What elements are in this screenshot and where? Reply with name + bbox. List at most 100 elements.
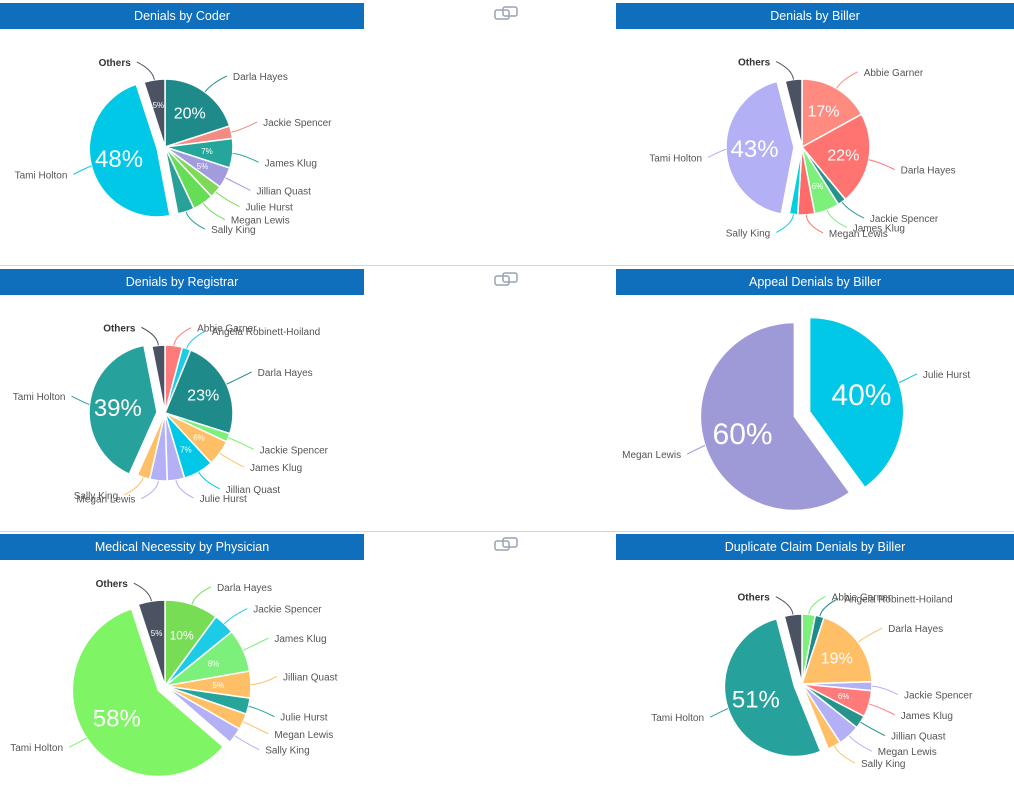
pie-slice[interactable] [163,349,234,435]
pie-slice[interactable] [71,607,225,778]
slice-name-label: Megan Lewis [878,747,937,758]
leader-line [243,637,269,651]
leader-line [248,705,275,718]
leader-line [868,703,895,716]
slice-name-label: James Klug [250,463,302,474]
slice-name-label: Tami Holton [651,713,704,724]
slice-name-label: James Klug [853,224,905,235]
leader-line [226,371,252,385]
leader-line [231,121,258,133]
slice-name-label: Julie Hurst [200,494,247,505]
pie-chart-medical-necessity-by-physician: 10% Darla Hayes Jackie Spencer 8% James Klug… [10,579,338,778]
slice-name-label: James Klug [265,158,317,169]
slice-percent-label: 8% [208,660,220,669]
pie-slice[interactable] [88,344,158,476]
slice-name-label: Tami Holton [10,743,63,754]
slice-name-label: Julie Hurst [246,203,293,214]
link-icon[interactable] [494,536,518,552]
pie-slice[interactable] [699,321,851,512]
slice-name-label: Abbie Garner [864,68,924,79]
pie-slice[interactable] [143,78,166,148]
slice-name-label: Jillian Quast [283,672,338,683]
leader-line [836,71,858,89]
link-icon[interactable] [494,5,518,21]
pie-slice[interactable] [801,78,863,149]
slice-name-label: Tami Holton [15,170,68,181]
link-icon[interactable] [494,271,518,287]
section-divider [0,531,1014,532]
slice-name-label: James Klug [274,634,326,645]
slice-name-label: Jackie Spencer [260,445,329,456]
leader-line [250,676,278,686]
slice-percent-label: 51% [732,687,780,714]
leader-line [186,330,207,349]
slice-name-label: James Klug [901,711,953,722]
leader-line [775,596,794,615]
pie-slice[interactable] [136,412,166,481]
leader-line [898,373,918,383]
slice-name-label: Others [103,323,136,334]
slice-percent-label: 23% [187,388,219,405]
slice-percent-label: 60% [713,418,773,451]
slice-percent-label: 5% [151,629,163,638]
leader-line [808,595,826,615]
leader-line [243,721,269,735]
slice-name-label: Megan Lewis [231,216,290,227]
leader-line [833,745,856,764]
slice-name-label: Jillian Quast [891,732,946,743]
leader-line [73,165,92,175]
slice-name-label: Megan Lewis [77,495,136,506]
slice-percent-label: 22% [827,148,859,165]
chart-title: Appeal Denials by Biller [748,275,881,289]
slice-name-label: Sally King [861,759,905,770]
chart-title: Denials by Coder [134,9,230,23]
leader-line [223,608,248,625]
leader-line [173,327,192,346]
slice-percent-label: 20% [174,105,206,122]
pie-slice[interactable] [801,683,842,750]
slice-name-label: Others [99,58,132,69]
leader-line [71,395,90,405]
leader-line [707,148,727,158]
leader-line [198,471,220,490]
slice-name-label: Megan Lewis [274,730,333,741]
chart-title: Denials by Biller [770,9,860,23]
pie-slice[interactable] [164,78,231,149]
slice-percent-label: 6% [812,182,824,191]
chart-header-medical-necessity-by-physician: Medical Necessity by Physician [0,534,364,560]
pie-slice[interactable] [88,83,171,218]
slice-name-label: Jillian Quast [256,186,311,197]
slice-name-label: Darla Hayes [233,72,288,83]
pie-slice[interactable] [725,80,795,215]
slice-name-label: Darla Hayes [888,624,943,635]
pie-slice[interactable] [808,316,905,489]
leader-line [776,214,794,233]
leader-line [709,708,729,718]
leader-line [871,685,899,696]
slice-name-label: Sally King [74,491,118,502]
leader-line [191,586,212,605]
leader-line [805,214,824,234]
slice-name-label: Tami Holton [649,153,702,164]
pie-slice[interactable] [150,344,166,414]
leader-line [215,191,240,208]
pie-slice[interactable] [800,616,873,685]
leader-line [234,735,260,751]
slice-name-label: Julie Hurst [923,370,970,381]
leader-line [776,61,794,80]
leader-line [848,735,873,752]
slice-name-label: Tami Holton [13,392,66,403]
chart-title: Duplicate Claim Denials by Biller [724,540,906,554]
slice-name-label: Jackie Spencer [253,605,322,616]
slice-name-label: Jillian Quast [226,485,281,496]
slice-percent-label: 5% [197,162,209,171]
chart-title: Denials by Registrar [125,275,239,289]
slice-percent-label: 58% [93,705,141,732]
slice-percent-label: 39% [94,395,142,422]
slice-name-label: Jackie Spencer [870,214,939,225]
pie-slice[interactable] [723,617,822,758]
pie-slice[interactable] [164,685,241,744]
slice-name-label: Julie Hurst [280,713,327,724]
leader-line [819,598,839,617]
slice-percent-label: 10% [170,629,194,643]
